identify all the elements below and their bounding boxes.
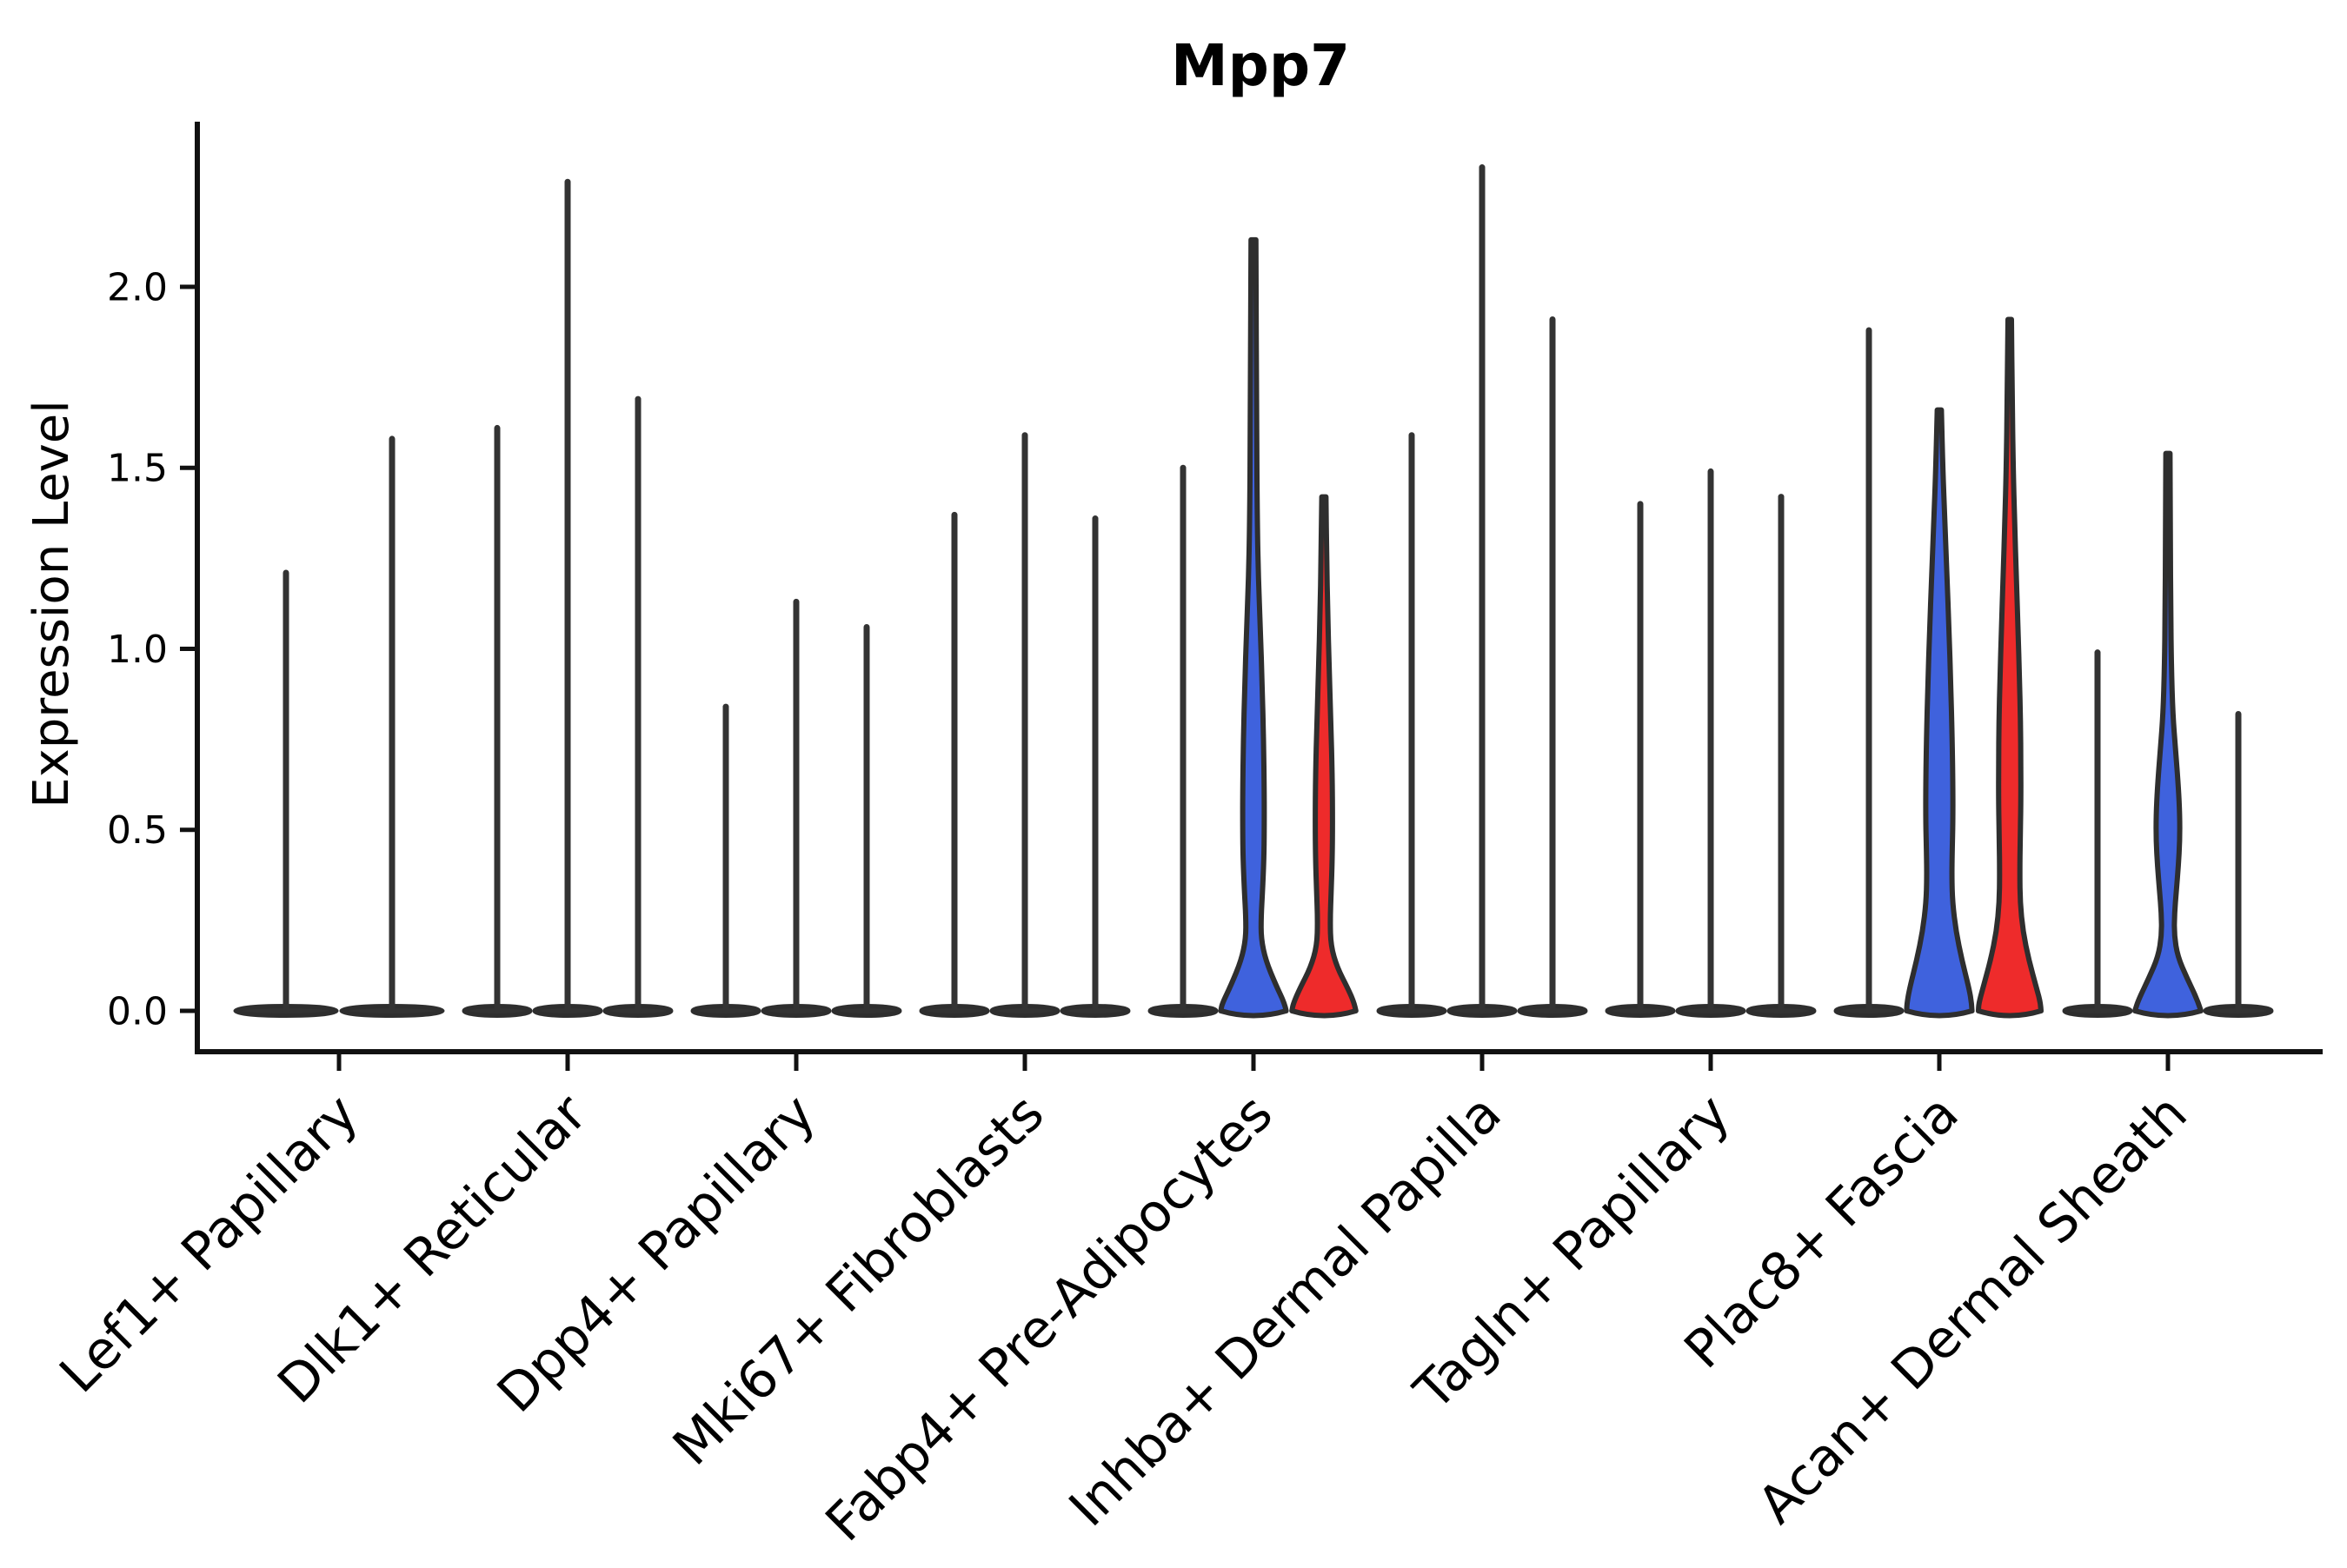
- violin-blue: [1218, 236, 1289, 1019]
- x-tick-label: Mki67+ Fibroblasts: [662, 1083, 1056, 1478]
- y-tick-label: 2.0: [107, 265, 168, 309]
- violin-group-4: [919, 432, 1131, 1018]
- x-tick-label: Acan+ Dermal Sheath: [1746, 1083, 2199, 1536]
- x-tick-label: Fabp4+ Pre-Adipocytes: [814, 1083, 1285, 1553]
- violin-blue: [1904, 407, 1975, 1019]
- y-tick-label: 0.0: [107, 989, 168, 1033]
- x-axis-ticks: [336, 1052, 2171, 1071]
- violin-red: [1976, 316, 2044, 1019]
- y-tick-label: 1.0: [107, 628, 168, 672]
- violin-group-3: [690, 598, 902, 1018]
- violin-group-7: [1605, 468, 1817, 1018]
- violin-group-1: [233, 435, 445, 1018]
- y-axis-ticks: 0.0 0.5 1.0 1.5 2.0: [107, 265, 197, 1033]
- violin-group-2: [462, 178, 674, 1018]
- y-axis-label: Expression Level: [23, 400, 80, 808]
- violin-red: [1289, 494, 1359, 1019]
- y-tick-label: 0.5: [107, 808, 168, 853]
- violin-group-6: [1376, 164, 1588, 1018]
- chart-title: Mpp7: [1171, 32, 1350, 99]
- violin-group-9: [2062, 450, 2274, 1019]
- violin-group-8: [1833, 316, 2044, 1019]
- x-tick-label: Inhba+ Dermal Papilla: [1058, 1083, 1513, 1538]
- violins: [233, 164, 2274, 1019]
- violin-blue: [2132, 450, 2204, 1019]
- y-tick-label: 1.5: [107, 447, 168, 491]
- violin-group-5: [1147, 236, 1359, 1019]
